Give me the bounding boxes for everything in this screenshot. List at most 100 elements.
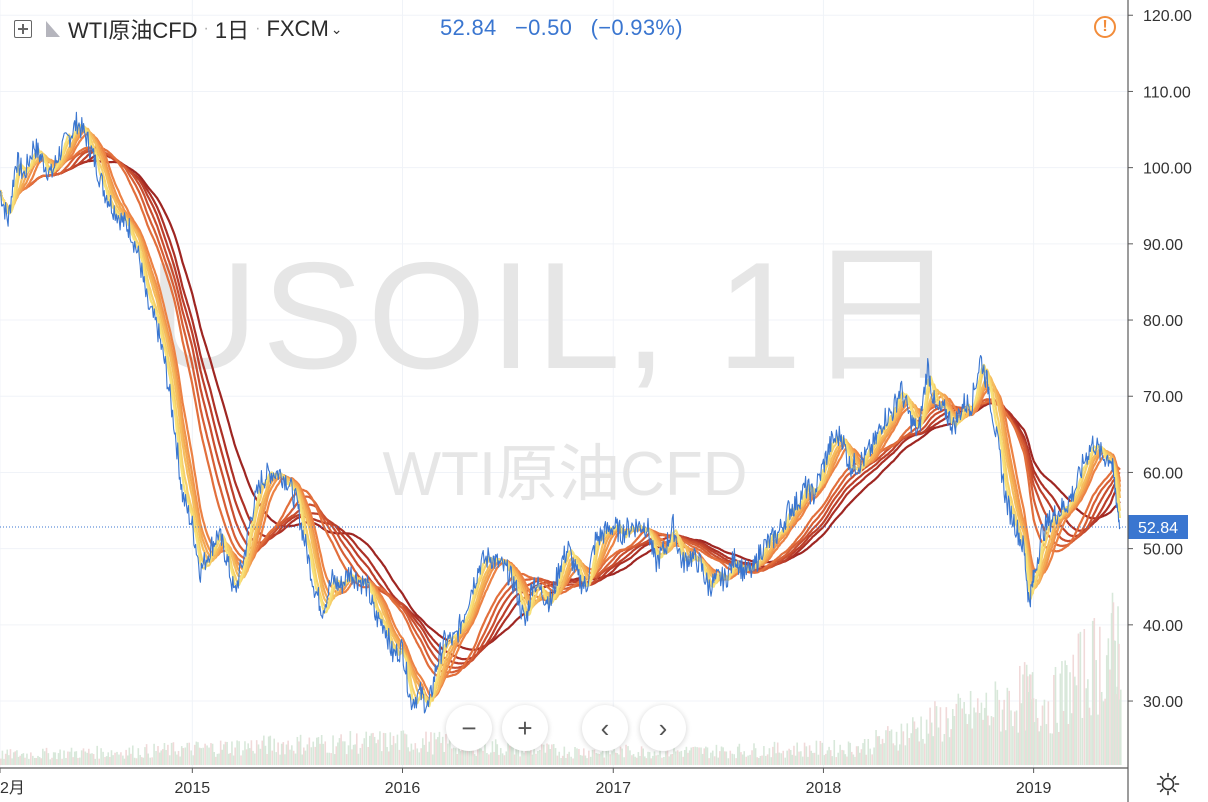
chevron-down-icon[interactable]: ⌄ <box>330 20 343 37</box>
volume-bar <box>690 747 693 765</box>
volume-bar <box>65 757 67 765</box>
volume-bar <box>674 751 677 765</box>
exchange-label[interactable]: FXCM <box>266 16 329 41</box>
volume-bar <box>706 747 709 765</box>
volume-bar <box>857 746 860 765</box>
volume-bar <box>142 757 145 765</box>
volume-bar <box>30 752 32 765</box>
volume-bar <box>644 756 646 765</box>
volume-bar <box>12 752 15 765</box>
zoom-in-button[interactable]: + <box>502 705 548 751</box>
volume-bar <box>213 752 216 765</box>
volume-bar <box>803 742 806 765</box>
volume-bar <box>710 752 712 765</box>
volume-bar <box>1119 699 1121 765</box>
volume-bar <box>961 708 964 765</box>
volume-bar <box>887 726 889 765</box>
volume-bar <box>96 745 98 765</box>
volume-bar <box>379 731 381 765</box>
volume-bar <box>682 756 684 765</box>
volume-bar <box>359 747 362 765</box>
volume-bar <box>692 746 694 765</box>
volume-bar <box>266 753 268 765</box>
last-price-label: 52.84 <box>1138 520 1178 537</box>
volume-bar <box>52 752 55 765</box>
volume-bar <box>796 742 798 765</box>
volume-bar <box>1027 692 1030 765</box>
volume-bar <box>349 731 352 765</box>
volume-bar <box>1017 732 1019 765</box>
volume-bar <box>894 745 896 765</box>
volume-bar <box>807 756 809 765</box>
volume-bar <box>1013 711 1016 765</box>
volume-bar <box>611 751 613 765</box>
volume-bar <box>616 753 619 765</box>
volume-bar <box>859 752 861 765</box>
symbol-name[interactable]: WTI原油CFD <box>68 18 198 43</box>
volume-bar <box>655 755 657 765</box>
volume-bar <box>519 756 521 765</box>
volume-bar <box>698 747 700 765</box>
volume-bar <box>800 751 802 765</box>
volume-bar <box>957 693 960 765</box>
volume-bar <box>294 753 297 765</box>
volume-bar <box>934 701 936 765</box>
volume-bar <box>131 745 134 765</box>
volume-bar <box>289 749 291 765</box>
volume-bar <box>37 755 39 765</box>
volume-bar <box>578 749 580 765</box>
volume-bar <box>128 747 131 765</box>
volume-bar <box>73 751 76 765</box>
volume-bar <box>747 755 749 765</box>
volume-bar <box>271 750 274 765</box>
volume-bar <box>1079 631 1082 765</box>
flag-icon[interactable] <box>46 21 60 37</box>
alert-circle-icon[interactable]: ! <box>1094 16 1116 38</box>
volume-bar <box>1064 660 1066 765</box>
scroll-left-button[interactable]: ‹ <box>582 705 628 751</box>
volume-bar <box>892 743 895 765</box>
volume-bar <box>996 689 999 765</box>
volume-bar <box>345 754 348 765</box>
volume-bar <box>595 752 598 765</box>
volume-bar <box>998 699 1001 765</box>
volume-bar <box>126 755 129 765</box>
volume-bar <box>255 740 258 765</box>
volume-bar <box>1062 710 1065 765</box>
volume-bar <box>1087 679 1089 765</box>
volume-bar <box>549 749 552 765</box>
volume-bar <box>1004 730 1007 765</box>
volume-bar <box>897 750 899 765</box>
price-change: −0.50 <box>514 15 573 40</box>
interval-label[interactable]: 1日 <box>214 18 250 43</box>
zoom-out-button[interactable]: − <box>446 705 492 751</box>
volume-bar <box>486 753 488 765</box>
volume-bar <box>833 739 836 765</box>
gear-icon[interactable] <box>1156 772 1180 796</box>
volume-bar <box>312 741 315 765</box>
volume-bar <box>623 757 625 765</box>
volume-bar <box>347 745 350 765</box>
volume-bar <box>501 753 504 765</box>
volume-bar <box>232 755 235 765</box>
volume-bar <box>865 754 868 765</box>
volume-bar <box>1077 633 1080 765</box>
volume-bar <box>601 748 604 765</box>
volume-bar <box>414 743 417 765</box>
volume-bar <box>659 748 661 765</box>
volume-bar <box>694 746 696 765</box>
plus-square-icon[interactable] <box>14 20 32 38</box>
volume-bar <box>236 740 238 765</box>
volume-bar <box>210 743 212 765</box>
volume-bar <box>291 745 293 765</box>
volume-bar <box>632 754 635 765</box>
volume-bar <box>1041 705 1044 765</box>
volume-bar <box>627 746 629 765</box>
volume-bar <box>361 743 364 765</box>
volume-bar <box>521 746 523 765</box>
volume-bar <box>100 748 102 765</box>
volume-bar <box>696 747 698 765</box>
volume-bar <box>609 754 611 765</box>
scroll-right-button[interactable]: › <box>640 705 686 751</box>
